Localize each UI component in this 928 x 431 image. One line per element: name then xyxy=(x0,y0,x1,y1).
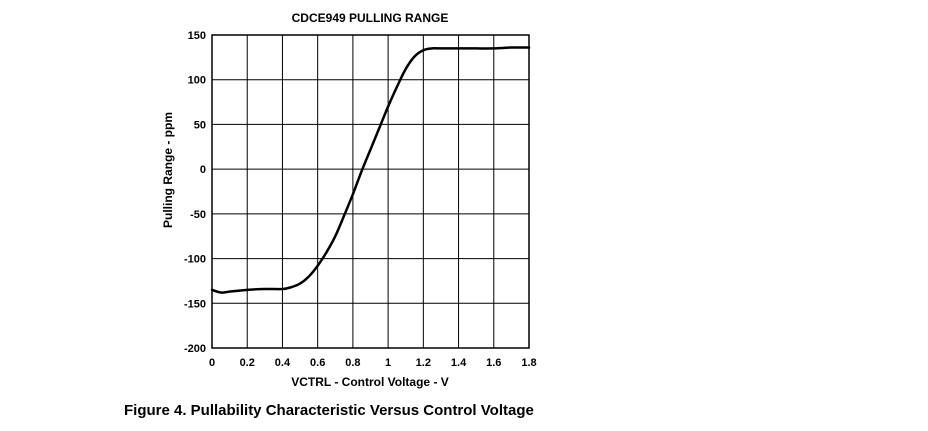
figure-caption: Figure 4. Pullability Characteristic Ver… xyxy=(124,402,534,419)
x-tick-label: 1.4 xyxy=(451,357,467,369)
x-tick-label: 1.6 xyxy=(486,357,501,369)
x-axis-label: VCTRL - Control Voltage - V xyxy=(291,375,449,389)
x-tick-label: 1.8 xyxy=(521,357,536,369)
y-tick-label: 0 xyxy=(200,164,206,176)
x-tick-label: 1 xyxy=(385,357,391,369)
x-tick-label: 0 xyxy=(209,357,215,369)
y-tick-label: -50 xyxy=(190,209,206,221)
plot-area-frame xyxy=(211,34,530,349)
y-tick-label: 50 xyxy=(194,119,206,131)
y-tick-label: 100 xyxy=(188,75,206,87)
x-tick-labels: 0 0.2 0.4 0.6 0.8 1 1.2 1.4 1.6 1.8 xyxy=(209,357,537,369)
x-tick-label: 0.8 xyxy=(345,357,360,369)
y-axis-label: Pulling Range - ppm xyxy=(161,112,175,228)
x-tick-label: 0.4 xyxy=(275,357,291,369)
y-tick-label: 150 xyxy=(188,30,206,42)
y-tick-label: -200 xyxy=(184,343,206,355)
pulling-range-curve xyxy=(210,46,531,294)
grid-lines xyxy=(212,35,529,348)
chart-title: CDCE949 PULLING RANGE xyxy=(292,11,449,25)
x-tick-label: 0.6 xyxy=(310,357,325,369)
x-tick-label: 0.2 xyxy=(240,357,255,369)
y-tick-label: -150 xyxy=(184,298,206,310)
y-tick-label: -100 xyxy=(184,254,206,266)
x-tick-label: 1.2 xyxy=(416,357,431,369)
y-tick-labels: 150 100 50 0 -50 -100 -150 -200 xyxy=(184,30,206,355)
